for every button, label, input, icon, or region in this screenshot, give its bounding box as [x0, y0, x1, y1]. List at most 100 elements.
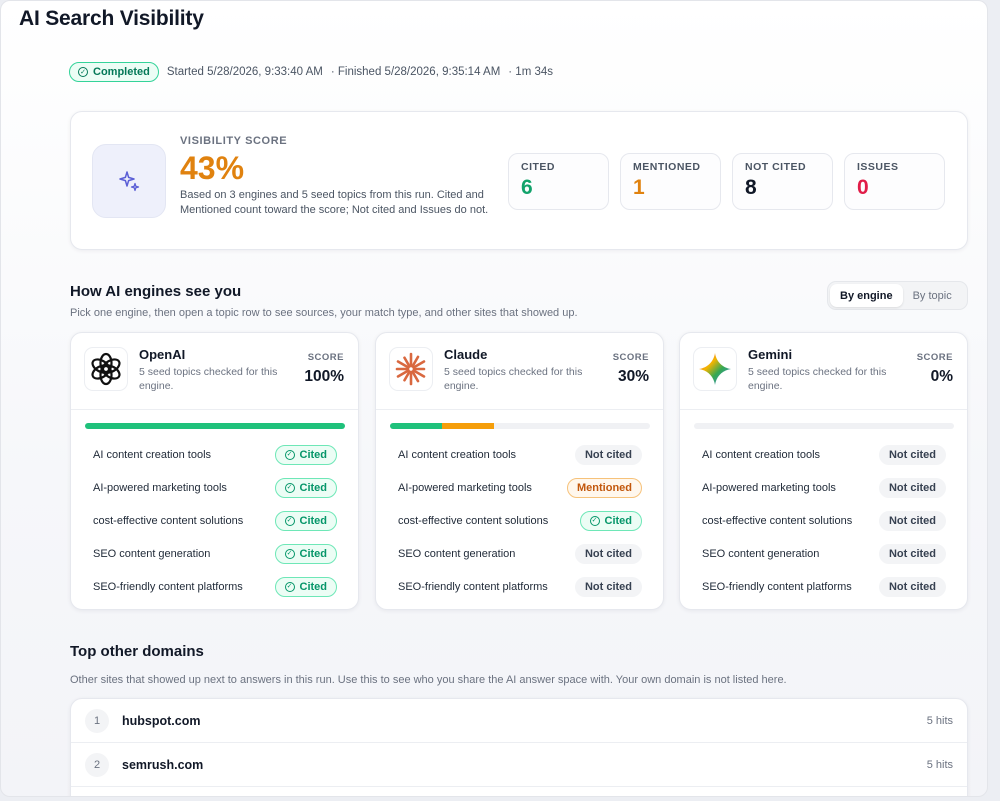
engine-card-header: OpenAI 5 seed topics checked for this en…: [71, 333, 358, 410]
engine-score-label: SCORE: [307, 352, 344, 363]
domain-hits: 5 hits: [926, 714, 953, 727]
engine-card-openai: OpenAI 5 seed topics checked for this en…: [70, 332, 359, 610]
bar-cited-segment: [390, 423, 442, 429]
domains-list: 1 hubspot.com 5 hits 2 semrush.com 5 hit…: [70, 698, 968, 796]
status-badge: ✓ Completed: [69, 62, 159, 82]
view-toggle: By engine By topic: [827, 281, 968, 310]
stat-label: CITED: [521, 161, 555, 173]
topic-row[interactable]: SEO-friendly content platforms Not cited: [376, 570, 663, 603]
topic-row[interactable]: AI-powered marketing tools ✓ Cited: [71, 471, 358, 504]
domain-row[interactable]: 1 hubspot.com 5 hits: [71, 699, 967, 743]
gemini-logo-icon: [693, 347, 737, 391]
topic-name: SEO-friendly content platforms: [702, 580, 852, 593]
topic-name: AI-powered marketing tools: [702, 481, 836, 494]
topic-list: AI content creation tools Not cited AI-po…: [376, 438, 663, 603]
topic-row[interactable]: SEO content generation Not cited: [680, 537, 967, 570]
topic-row[interactable]: cost-effective content solutions ✓ Cited: [71, 504, 358, 537]
status-pill-label: Not cited: [584, 580, 632, 593]
sparkle-icon: [92, 144, 166, 218]
topic-row[interactable]: AI-powered marketing tools Not cited: [680, 471, 967, 504]
status-pill: Not cited: [878, 543, 946, 564]
topic-name: SEO content generation: [398, 547, 516, 560]
check-circle-icon: ✓: [284, 482, 295, 493]
check-circle-icon: ✓: [589, 515, 600, 526]
stat-mentioned: MENTIONED 1: [620, 153, 721, 210]
status-pill: Not cited: [574, 576, 642, 597]
openai-logo-icon: [84, 347, 128, 391]
topic-list: AI content creation tools ✓ Cited AI-power…: [71, 438, 358, 603]
toggle-by-topic[interactable]: By topic: [912, 289, 952, 302]
topic-name: SEO content generation: [93, 547, 211, 560]
engines-section-title: How AI engines see you: [70, 283, 242, 300]
domain-hits: 5 hits: [926, 758, 953, 771]
topic-row[interactable]: cost-effective content solutions Not cite…: [680, 504, 967, 537]
status-pill-label: Not cited: [888, 514, 936, 527]
topic-name: AI content creation tools: [398, 448, 517, 461]
domains-section-title: Top other domains: [70, 643, 204, 660]
engine-score: 100%: [304, 368, 344, 385]
bar-mentioned-segment: [442, 423, 494, 429]
engine-card-claude: Claude 5 seed topics checked for this en…: [375, 332, 664, 610]
engines-section-subtitle: Pick one engine, then open a topic row t…: [70, 307, 578, 319]
visibility-score-value: 43%: [180, 150, 245, 186]
stat-value: 6: [521, 176, 533, 199]
status-pill-label: Cited: [299, 580, 328, 593]
topic-row[interactable]: SEO-friendly content platforms Not cited: [680, 570, 967, 603]
stat-label: NOT CITED: [745, 161, 807, 173]
status-pill: Not cited: [878, 477, 946, 498]
status-pill: ✓ Cited: [274, 576, 337, 597]
status-pill: ✓ Cited: [274, 444, 337, 465]
engine-score: 30%: [617, 368, 649, 385]
topic-name: AI content creation tools: [93, 448, 212, 461]
stat-issues: ISSUES 0: [844, 153, 945, 210]
domain-row[interactable]: 2 semrush.com 5 hits: [71, 743, 967, 787]
stat-cited: CITED 6: [508, 153, 609, 210]
engine-description: 5 seed topics checked for this engine.: [748, 366, 887, 392]
topic-name: cost-effective content solutions: [93, 514, 244, 527]
topic-name: cost-effective content solutions: [702, 514, 853, 527]
status-badge-label: Completed: [93, 66, 150, 78]
engine-name: Gemini: [748, 347, 793, 362]
stat-value: 8: [745, 176, 757, 199]
status-pill: Not cited: [878, 510, 946, 531]
topic-row[interactable]: AI-powered marketing tools Mentioned: [376, 471, 663, 504]
toggle-by-engine[interactable]: By engine: [830, 284, 903, 307]
claude-logo-icon: [389, 347, 433, 391]
topic-row[interactable]: SEO content generation ✓ Cited: [71, 537, 358, 570]
run-duration: · 1m 34s: [508, 66, 554, 78]
topic-row[interactable]: AI content creation tools Not cited: [376, 438, 663, 471]
visibility-score-description: Based on 3 engines and 5 seed topics fro…: [180, 189, 489, 216]
stat-label: ISSUES: [857, 161, 899, 173]
engine-score-bar: [694, 423, 954, 429]
topic-name: AI content creation tools: [702, 448, 821, 461]
engine-score-label: SCORE: [916, 352, 953, 363]
topic-row[interactable]: AI content creation tools ✓ Cited: [71, 438, 358, 471]
domain-rank: 1: [85, 708, 109, 733]
status-pill: Mentioned: [567, 477, 642, 498]
domain-rank: 2: [85, 752, 109, 777]
engine-name: Claude: [444, 347, 488, 362]
status-pill-label: Cited: [299, 448, 328, 461]
topic-row[interactable]: SEO content generation Not cited: [376, 537, 663, 570]
run-started: Started 5/28/2026, 9:33:40 AM: [166, 66, 323, 78]
bar-cited-segment: [85, 423, 345, 429]
topic-row[interactable]: cost-effective content solutions ✓ Cited: [376, 504, 663, 537]
check-circle-icon: ✓: [284, 515, 295, 526]
status-pill-label: Cited: [299, 514, 328, 527]
engine-score: 0%: [930, 368, 953, 385]
status-pill-label: Not cited: [888, 580, 936, 593]
status-pill-label: Not cited: [888, 448, 936, 461]
status-pill-label: Cited: [604, 514, 633, 527]
topic-name: AI-powered marketing tools: [398, 481, 532, 494]
run-info-row: ✓ Completed Started 5/28/2026, 9:33:40 A…: [69, 62, 553, 82]
topic-row[interactable]: SEO-friendly content platforms ✓ Cited: [71, 570, 358, 603]
status-pill-label: Cited: [299, 481, 328, 494]
check-circle-icon: ✓: [284, 449, 295, 460]
status-pill-label: Cited: [299, 547, 328, 560]
status-pill-label: Not cited: [888, 481, 936, 494]
check-circle-icon: ✓: [284, 548, 295, 559]
engine-score-bar: [85, 423, 345, 429]
topic-name: cost-effective content solutions: [398, 514, 549, 527]
topic-row[interactable]: AI content creation tools Not cited: [680, 438, 967, 471]
